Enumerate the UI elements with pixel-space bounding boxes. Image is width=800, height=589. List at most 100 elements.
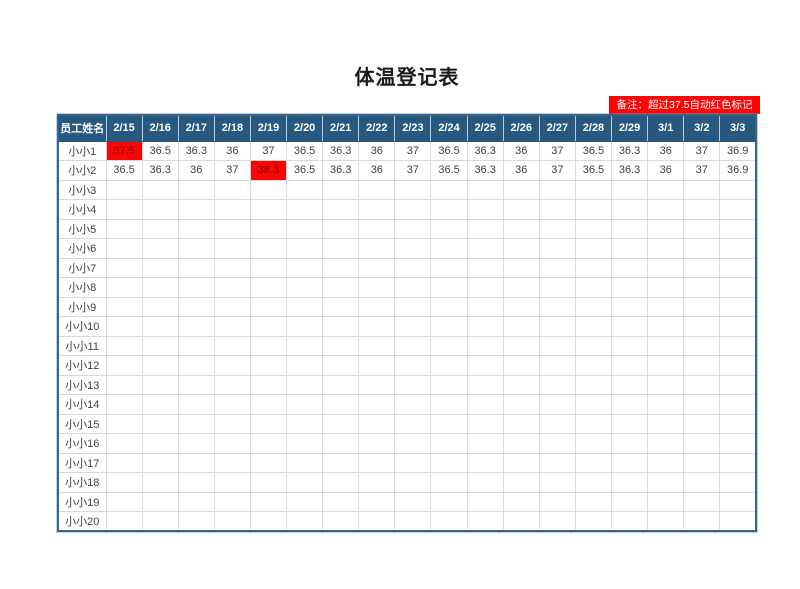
temperature-cell	[466, 355, 504, 376]
temperature-cell	[502, 277, 540, 298]
temperature-cell	[322, 355, 360, 376]
temperature-cell	[177, 491, 215, 512]
temperature-cell	[466, 511, 504, 532]
temperature-cell	[105, 238, 143, 259]
temperature-cell	[249, 511, 288, 532]
temperature-cell	[141, 316, 179, 337]
temperature-cell	[358, 433, 396, 454]
temperature-cell	[213, 199, 251, 220]
temperature-cell	[249, 472, 288, 493]
temperature-cell	[430, 491, 468, 512]
date-header: 2/20	[286, 115, 324, 142]
temperature-cell: 36.3	[466, 160, 504, 181]
table-row: 小小14	[57, 394, 757, 415]
temperature-cell	[105, 355, 143, 376]
temperature-cell	[322, 374, 360, 395]
temperature-cell	[177, 472, 215, 493]
temperature-cell	[105, 257, 143, 278]
temperature-cell: 36.3	[322, 140, 360, 161]
temperature-cell	[683, 433, 721, 454]
temperature-cell	[177, 199, 215, 220]
temperature-cell	[286, 472, 324, 493]
temperature-cell	[286, 394, 324, 415]
temperature-cell	[647, 452, 685, 473]
temperature-cell	[719, 335, 757, 356]
temperature-cell	[719, 491, 757, 512]
employee-name-cell: 小小7	[57, 257, 107, 278]
temperature-cell	[574, 257, 613, 278]
temperature-cell	[502, 394, 540, 415]
temperature-cell	[430, 472, 468, 493]
temperature-cell	[574, 218, 613, 239]
temperature-cell	[611, 491, 649, 512]
temperature-cell	[502, 179, 540, 200]
temperature-cell	[647, 316, 685, 337]
date-header: 2/21	[322, 115, 360, 142]
temperature-cell	[538, 179, 576, 200]
temperature-cell	[683, 277, 721, 298]
temperature-cell	[502, 355, 540, 376]
temperature-cell	[394, 472, 432, 493]
temperature-cell	[719, 511, 757, 532]
temperature-cell: 36	[213, 140, 251, 161]
temperature-cell	[394, 394, 432, 415]
temperature-cell	[502, 511, 540, 532]
temperature-cell	[358, 374, 396, 395]
temperature-cell	[574, 296, 613, 317]
temperature-cell: 36.9	[719, 160, 757, 181]
temperature-cell	[683, 472, 721, 493]
date-header: 2/27	[539, 115, 576, 142]
temperature-cell: 36.3	[322, 160, 360, 181]
temperature-cell	[502, 257, 540, 278]
temperature-cell	[502, 316, 540, 337]
table-row: 小小3	[57, 179, 757, 200]
temperature-cell: 36.5	[286, 160, 324, 181]
temperature-cell: 36.5	[286, 140, 324, 161]
temperature-cell	[286, 179, 324, 200]
temperature-cell: 36.5	[430, 160, 468, 181]
temperature-cell	[538, 452, 576, 473]
temperature-cell	[394, 433, 432, 454]
temperature-cell: 36.3	[466, 140, 504, 161]
temperature-cell	[538, 511, 576, 532]
temperature-cell	[358, 179, 396, 200]
temperature-cell	[177, 355, 215, 376]
temperature-cell	[322, 433, 360, 454]
temperature-cell	[286, 199, 324, 220]
temperature-cell	[105, 218, 143, 239]
temperature-cell	[394, 335, 432, 356]
temperature-cell	[719, 238, 757, 259]
temperature-cell	[286, 491, 324, 512]
temperature-cell	[177, 277, 215, 298]
temperature-cell	[683, 238, 721, 259]
temperature-cell	[358, 413, 396, 434]
temperature-cell	[574, 413, 613, 434]
employee-name-cell: 小小20	[57, 511, 107, 532]
date-header: 2/26	[503, 115, 540, 142]
temperature-cell	[141, 394, 179, 415]
temperature-cell	[647, 355, 685, 376]
temperature-cell	[213, 452, 251, 473]
temperature-cell	[177, 316, 215, 337]
table-row: 小小9	[57, 296, 757, 317]
temperature-cell	[213, 238, 251, 259]
temperature-cell	[394, 179, 432, 200]
temperature-cell	[322, 179, 360, 200]
employee-name-cell: 小小11	[57, 335, 107, 356]
temperature-cell	[647, 218, 685, 239]
temperature-cell	[611, 335, 649, 356]
temperature-cell	[286, 433, 324, 454]
temperature-cell	[286, 277, 324, 298]
employee-name-cell: 小小10	[57, 316, 107, 337]
temperature-cell	[683, 511, 721, 532]
table-row: 小小8	[57, 277, 757, 298]
temperature-cell	[141, 491, 179, 512]
temperature-cell	[719, 374, 757, 395]
temperature-cell: 37	[538, 140, 576, 161]
temperature-cell	[538, 218, 576, 239]
temperature-cell	[683, 355, 721, 376]
temperature-cell	[322, 491, 360, 512]
date-header: 2/24	[430, 115, 468, 142]
date-header: 2/17	[178, 115, 215, 142]
temperature-cell	[394, 452, 432, 473]
